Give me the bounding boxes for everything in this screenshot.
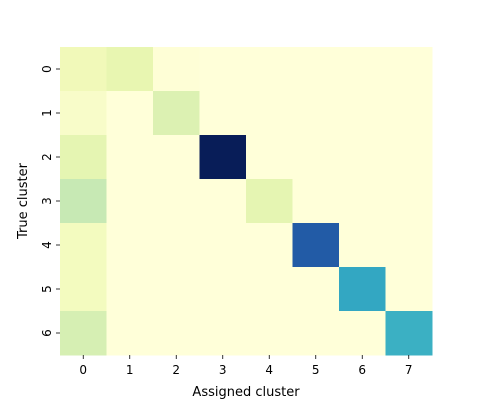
heatmap-cell-r1-c2 [153, 91, 200, 136]
heatmap-cell-r0-c3 [199, 47, 247, 92]
heatmap-cell-r2-c0 [60, 135, 107, 180]
heatmap-cell-r0-c6 [339, 47, 386, 92]
heatmap-cell-r1-c5 [292, 91, 340, 136]
heatmap-cell-r2-c6 [339, 135, 386, 180]
heatmap-cell-r6-c3 [199, 311, 247, 356]
heatmap-cell-r2-c5 [292, 135, 340, 180]
heatmap-cell-r1-c1 [106, 91, 154, 136]
heatmap-cell-r3-c1 [106, 179, 154, 224]
heatmap-cell-r0-c4 [246, 47, 293, 92]
heatmap-cells [60, 47, 433, 356]
heatmap-cell-r1-c0 [60, 91, 107, 136]
heatmap-cell-r5-c3 [199, 267, 247, 312]
heatmap-cell-r3-c4 [246, 179, 293, 224]
heatmap-cell-r2-c3 [199, 135, 247, 180]
x-tick-label: 4 [265, 363, 273, 377]
heatmap-cell-r4-c3 [199, 223, 247, 268]
heatmap-cell-r4-c4 [246, 223, 293, 268]
heatmap-cell-r6-c7 [385, 311, 433, 356]
heatmap-cell-r5-c4 [246, 267, 293, 312]
heatmap-cell-r0-c0 [60, 47, 107, 92]
heatmap-cell-r5-c0 [60, 267, 107, 312]
heatmap-cell-r6-c5 [292, 311, 340, 356]
heatmap-cell-r0-c7 [385, 47, 433, 92]
heatmap-cell-r3-c7 [385, 179, 433, 224]
heatmap-cell-r3-c3 [199, 179, 247, 224]
heatmap-cell-r4-c5 [292, 223, 340, 268]
heatmap-cell-r6-c6 [339, 311, 386, 356]
heatmap-cell-r1-c6 [339, 91, 386, 136]
heatmap-cell-r2-c7 [385, 135, 433, 180]
x-tick-label: 2 [172, 363, 180, 377]
x-tick-label: 3 [219, 363, 227, 377]
heatmap-cell-r5-c2 [153, 267, 200, 312]
heatmap-cell-r4-c1 [106, 223, 154, 268]
heatmap-cell-r6-c4 [246, 311, 293, 356]
y-tick-label: 3 [40, 197, 54, 205]
y-tick-label: 5 [40, 285, 54, 293]
heatmap-cell-r3-c5 [292, 179, 340, 224]
heatmap-cell-r0-c1 [106, 47, 154, 92]
x-axis-label: Assigned cluster [192, 385, 300, 400]
y-axis-ticks: 0 1 2 3 4 5 6 [40, 65, 60, 337]
heatmap-cell-r5-c6 [339, 267, 386, 312]
heatmap-cell-r6-c0 [60, 311, 107, 356]
heatmap-cell-r2-c1 [106, 135, 154, 180]
y-axis-label: True cluster [16, 162, 31, 240]
heatmap-cell-r6-c1 [106, 311, 154, 356]
y-tick-label: 4 [40, 241, 54, 249]
x-tick-label: 5 [312, 363, 320, 377]
y-tick-label: 6 [40, 329, 54, 337]
heatmap-cell-r4-c0 [60, 223, 107, 268]
heatmap-cell-r4-c2 [153, 223, 200, 268]
x-tick-label: 6 [358, 363, 366, 377]
heatmap-cell-r3-c6 [339, 179, 386, 224]
heatmap-cell-r5-c5 [292, 267, 340, 312]
heatmap-cell-r2-c4 [246, 135, 293, 180]
heatmap-cell-r5-c7 [385, 267, 433, 312]
heatmap-cell-r1-c7 [385, 91, 433, 136]
heatmap-cell-r4-c7 [385, 223, 433, 268]
x-tick-label: 7 [405, 363, 413, 377]
heatmap-cell-r6-c2 [153, 311, 200, 356]
heatmap-cell-r4-c6 [339, 223, 386, 268]
heatmap-cell-r2-c2 [153, 135, 200, 180]
y-tick-label: 0 [40, 65, 54, 73]
heatmap-cell-r0-c2 [153, 47, 200, 92]
y-tick-label: 2 [40, 153, 54, 161]
heatmap-cell-r5-c1 [106, 267, 154, 312]
heatmap-cell-r0-c5 [292, 47, 340, 92]
heatmap-cell-r3-c0 [60, 179, 107, 224]
heatmap-cell-r1-c3 [199, 91, 247, 136]
heatmap-cell-r1-c4 [246, 91, 293, 136]
x-tick-label: 0 [79, 363, 87, 377]
y-tick-label: 1 [40, 109, 54, 117]
x-tick-label: 1 [126, 363, 134, 377]
x-axis-ticks: 0 1 2 3 4 5 6 7 [79, 355, 413, 377]
heatmap-cell-r3-c2 [153, 179, 200, 224]
